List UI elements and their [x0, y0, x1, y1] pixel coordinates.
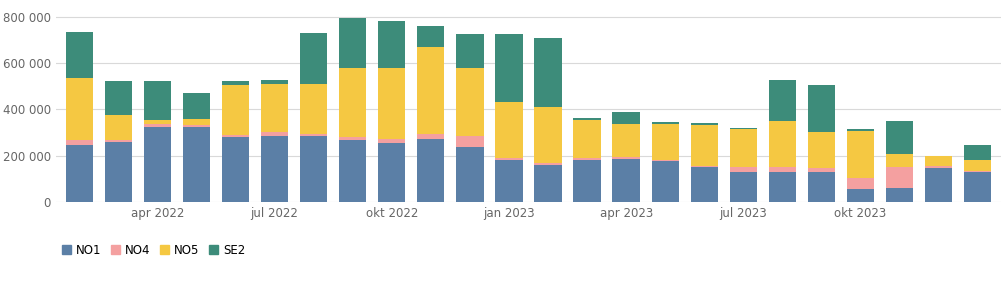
Bar — [768, 121, 795, 167]
Bar — [261, 136, 288, 202]
Bar — [65, 145, 93, 202]
Bar — [494, 102, 523, 158]
Bar — [183, 125, 210, 127]
Bar — [885, 121, 913, 154]
Bar — [65, 78, 93, 140]
Bar — [300, 136, 327, 202]
Bar — [690, 167, 717, 202]
Bar — [885, 154, 913, 167]
Bar — [143, 127, 171, 202]
Bar — [612, 124, 639, 157]
Bar — [768, 80, 795, 121]
Bar — [261, 80, 288, 84]
Bar — [416, 47, 444, 134]
Bar — [455, 34, 483, 67]
Bar — [651, 160, 678, 161]
Bar — [494, 160, 523, 202]
Bar — [885, 188, 913, 202]
Bar — [378, 139, 405, 143]
Bar — [455, 67, 483, 136]
Bar — [924, 168, 952, 202]
Bar — [339, 140, 366, 202]
Bar — [573, 118, 600, 120]
Bar — [65, 32, 93, 78]
Legend: NO1, NO4, NO5, SE2: NO1, NO4, NO5, SE2 — [61, 243, 245, 257]
Bar — [183, 127, 210, 202]
Bar — [885, 167, 913, 188]
Bar — [612, 112, 639, 124]
Bar — [339, 137, 366, 140]
Bar — [300, 33, 327, 84]
Bar — [534, 107, 561, 163]
Bar — [651, 161, 678, 202]
Bar — [416, 139, 444, 202]
Bar — [690, 123, 717, 126]
Bar — [183, 94, 210, 119]
Bar — [963, 160, 991, 170]
Bar — [963, 170, 991, 172]
Bar — [963, 172, 991, 202]
Bar — [65, 140, 93, 145]
Bar — [573, 158, 600, 160]
Bar — [847, 131, 874, 178]
Bar — [690, 126, 717, 166]
Bar — [339, 67, 366, 137]
Bar — [455, 136, 483, 147]
Bar — [494, 158, 523, 160]
Bar — [534, 38, 561, 107]
Bar — [143, 82, 171, 120]
Bar — [729, 167, 756, 172]
Bar — [729, 172, 756, 202]
Bar — [729, 129, 756, 167]
Bar — [261, 84, 288, 132]
Bar — [924, 156, 952, 166]
Bar — [768, 167, 795, 172]
Bar — [183, 119, 210, 125]
Bar — [300, 134, 327, 136]
Bar — [807, 168, 834, 172]
Bar — [573, 160, 600, 202]
Bar — [222, 137, 249, 202]
Bar — [416, 134, 444, 139]
Bar — [222, 82, 249, 85]
Bar — [300, 84, 327, 134]
Bar — [534, 163, 561, 165]
Bar — [378, 67, 405, 139]
Bar — [104, 140, 131, 142]
Bar — [651, 124, 678, 160]
Bar — [534, 165, 561, 202]
Bar — [768, 172, 795, 202]
Bar — [729, 128, 756, 129]
Bar — [847, 189, 874, 202]
Bar — [924, 166, 952, 168]
Bar — [378, 21, 405, 67]
Bar — [455, 147, 483, 202]
Bar — [339, 18, 366, 67]
Bar — [222, 135, 249, 137]
Bar — [104, 82, 131, 115]
Bar — [963, 145, 991, 160]
Bar — [416, 26, 444, 47]
Bar — [261, 132, 288, 136]
Bar — [847, 129, 874, 131]
Bar — [807, 172, 834, 202]
Bar — [847, 178, 874, 189]
Bar — [651, 122, 678, 124]
Bar — [807, 132, 834, 168]
Bar — [143, 124, 171, 127]
Bar — [690, 166, 717, 167]
Bar — [104, 142, 131, 202]
Bar — [494, 34, 523, 102]
Bar — [104, 115, 131, 140]
Bar — [378, 143, 405, 202]
Bar — [612, 157, 639, 159]
Bar — [573, 120, 600, 158]
Bar — [222, 85, 249, 135]
Bar — [143, 120, 171, 124]
Bar — [807, 85, 834, 132]
Bar — [612, 159, 639, 202]
